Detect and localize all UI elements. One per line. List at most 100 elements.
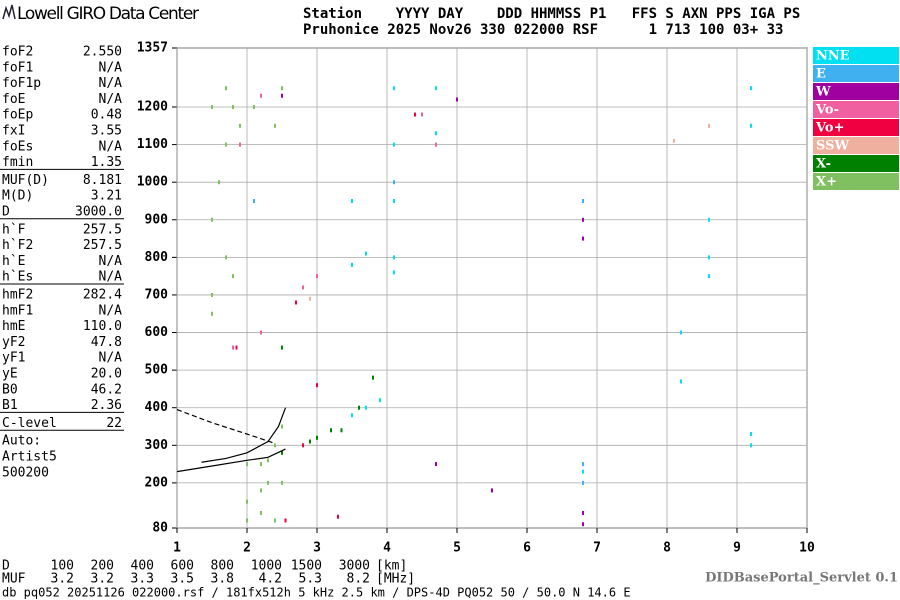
legend-label: X- <box>816 157 831 172</box>
param-value: 3.21 <box>91 189 122 204</box>
echo <box>253 198 255 203</box>
legend-swatch <box>813 83 899 100</box>
y-tick-label: 1100 <box>137 137 168 152</box>
param-value: 257.5 <box>83 238 122 253</box>
echo <box>260 510 262 515</box>
echo <box>211 217 213 222</box>
param-value: N/A <box>99 351 123 366</box>
table-cell: 200 <box>91 559 114 574</box>
legend-label: X+ <box>816 175 837 190</box>
x-tick-label: 2 <box>243 541 251 556</box>
echo <box>393 180 395 185</box>
param-value: 3000.0 <box>75 205 122 220</box>
echo <box>260 462 262 467</box>
param-value: 282.4 <box>83 288 122 303</box>
echo <box>379 398 381 403</box>
logo-text: Lowell GIRO Data Center <box>17 4 199 24</box>
echo <box>302 285 304 290</box>
echo <box>582 236 584 241</box>
legend-label: E <box>816 67 826 82</box>
param-name: D <box>2 205 10 220</box>
echo <box>358 405 360 410</box>
param-value: 46.2 <box>91 382 122 397</box>
echo <box>750 123 752 128</box>
echo <box>211 105 213 110</box>
echo <box>246 499 248 504</box>
footer: db pq052 20251126 022000.rsf / 181fx512h… <box>2 586 631 600</box>
echo <box>372 375 374 380</box>
echo <box>750 432 752 437</box>
legend-label: Vo- <box>815 103 839 118</box>
echo <box>393 270 395 275</box>
param-value: 20.0 <box>91 367 122 382</box>
x-tick-label: 6 <box>523 541 531 556</box>
echo <box>393 142 395 147</box>
echo <box>337 514 339 519</box>
x-tick-label: 9 <box>733 541 741 556</box>
legend-label: NNE <box>816 49 850 64</box>
table-cell: 3.2 <box>51 572 74 587</box>
profile-line <box>176 409 276 444</box>
echo <box>708 274 710 279</box>
table-cell: 1500 <box>291 559 322 574</box>
param-value: N/A <box>99 139 123 154</box>
param-value: N/A <box>99 254 123 269</box>
echo <box>582 522 584 527</box>
echo <box>421 112 423 117</box>
table-cell: 1000 <box>251 559 282 574</box>
profile-line <box>201 407 287 463</box>
echo <box>302 443 304 448</box>
echo <box>582 510 584 515</box>
echo <box>708 255 710 260</box>
param-name: hmF1 <box>2 303 33 318</box>
echo <box>435 462 437 467</box>
param-value: 2.550 <box>83 45 122 60</box>
legend-label: Vo+ <box>815 121 844 136</box>
x-tick-label: 8 <box>663 541 671 556</box>
echo <box>435 86 437 91</box>
legend-swatch <box>813 101 899 118</box>
echo <box>414 112 416 117</box>
echo <box>246 462 248 467</box>
param-name: fmin <box>2 155 33 170</box>
echo <box>267 458 269 463</box>
echo <box>582 462 584 467</box>
table-unit: [km] <box>376 559 407 574</box>
param-value: 257.5 <box>83 222 122 237</box>
y-tick-label: 800 <box>145 250 169 265</box>
echo <box>232 345 234 350</box>
echo <box>316 383 318 388</box>
table-cell: 3.8 <box>211 572 234 587</box>
param-name: MUF(D) <box>2 173 49 188</box>
echo <box>340 428 343 433</box>
echo <box>260 488 262 493</box>
echo <box>435 131 437 136</box>
param-value: N/A <box>99 92 123 107</box>
echo <box>281 345 283 350</box>
table-cell: 3000 <box>339 559 370 574</box>
echo <box>708 217 710 222</box>
y-tick-label: 500 <box>145 363 169 378</box>
table-cell: 100 <box>51 559 74 574</box>
x-tick-label: 4 <box>383 541 391 556</box>
echo <box>491 488 493 493</box>
x-tick-label: 10 <box>799 541 815 556</box>
param-value: 8.181 <box>83 173 122 188</box>
echo <box>680 330 682 335</box>
x-tick-label: 1 <box>173 541 181 556</box>
echo <box>708 123 710 128</box>
param-name: M(D) <box>2 189 33 204</box>
echo <box>218 180 220 185</box>
param-value: N/A <box>99 303 123 318</box>
echo <box>316 435 318 440</box>
table-cell: 800 <box>211 559 234 574</box>
echo <box>232 274 234 279</box>
echo <box>267 480 269 485</box>
param-name: foE <box>2 92 25 107</box>
echo <box>295 300 297 305</box>
echo <box>232 105 234 110</box>
header-values: Pruhonice 2025 Nov26 330 022000 RSF 1 71… <box>303 22 783 38</box>
echo <box>274 518 276 523</box>
param-name: foF1 <box>2 60 33 75</box>
echo <box>309 439 311 444</box>
